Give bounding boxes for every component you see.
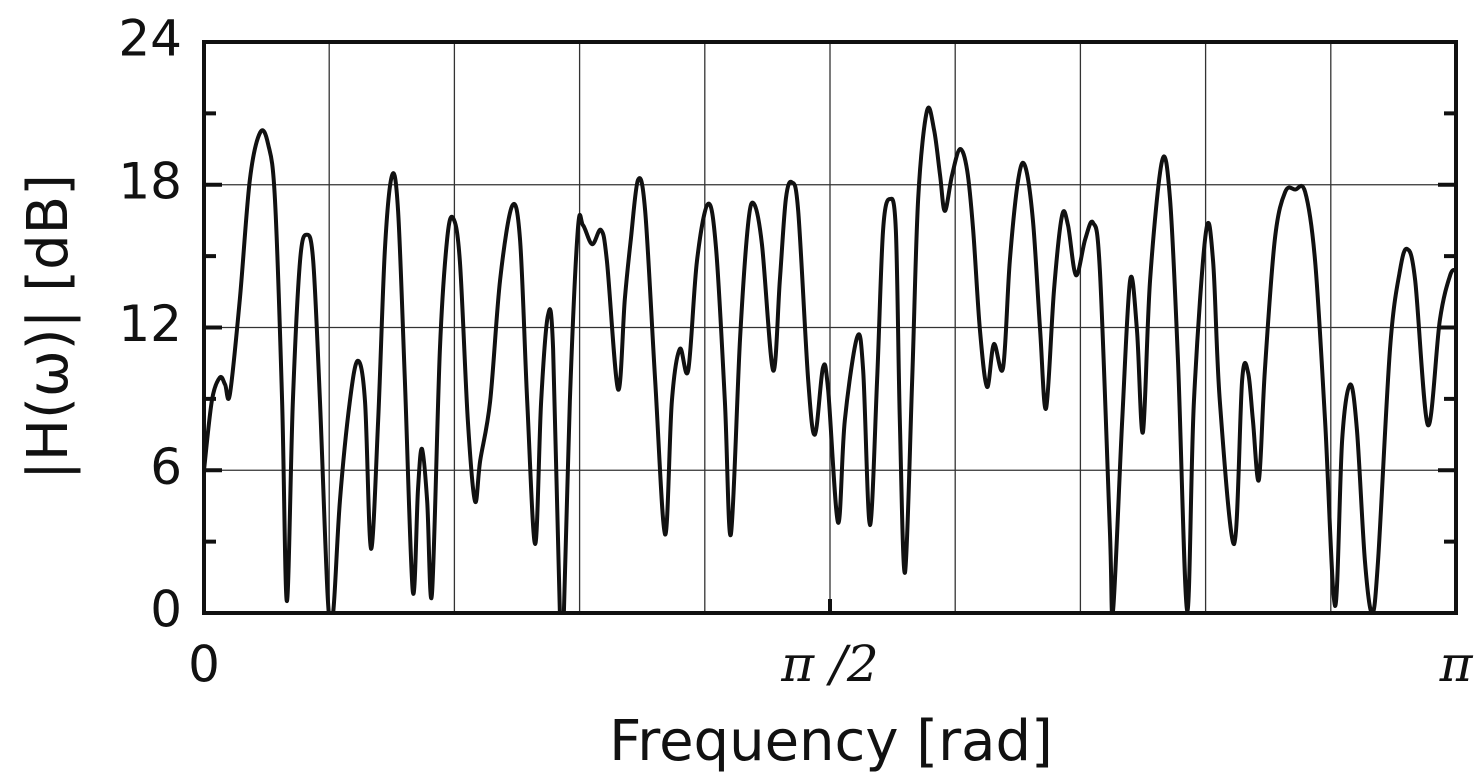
y-tick-label: 18 (118, 152, 182, 210)
line (204, 105, 1456, 613)
x-tick-label: π (1439, 635, 1474, 693)
y-tick-label: 6 (150, 438, 182, 496)
x-axis-title: Frequency [rad] (609, 709, 1053, 774)
y-axis-title: |H(ω)| [dB] (16, 174, 81, 480)
y-tick-label: 0 (150, 581, 182, 639)
y-tick-label: 12 (118, 295, 182, 353)
x-tick-label: 0 (188, 636, 220, 694)
x-tick-label: π /2 (780, 635, 878, 693)
plot-area (204, 105, 1456, 613)
ticks: 0 6 12 18 24 0 π /2 π (118, 10, 1473, 694)
y-tick-label: 24 (118, 10, 182, 68)
